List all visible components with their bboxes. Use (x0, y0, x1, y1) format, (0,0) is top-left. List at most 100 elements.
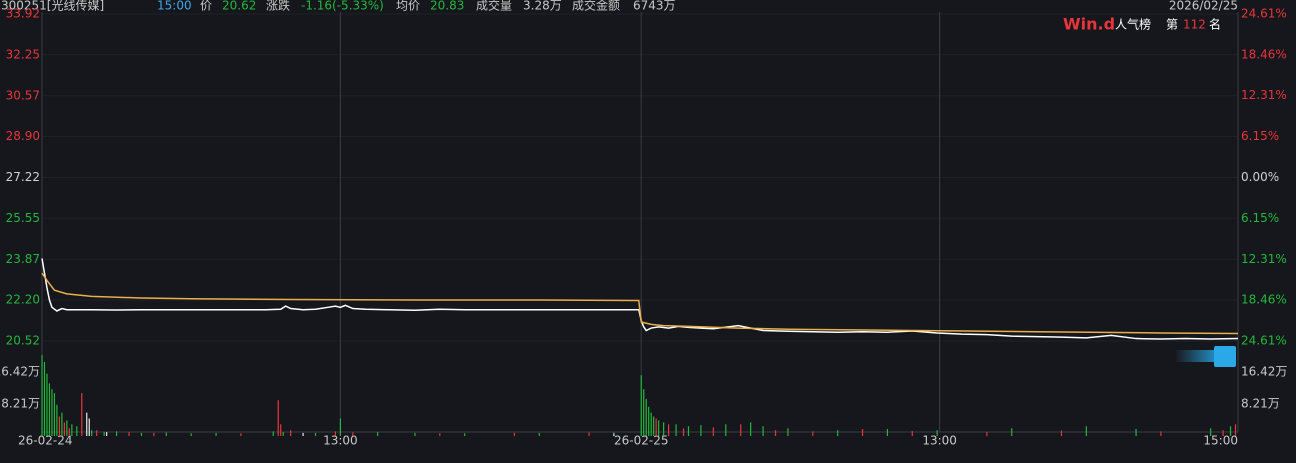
x-tick-label: 13:00 (922, 434, 957, 448)
volume-bar (282, 432, 284, 436)
volume-bar (140, 432, 143, 436)
volume-tick-label: 16.42万 (0, 365, 40, 379)
volume-bar (682, 428, 685, 436)
volume-bar (774, 430, 777, 436)
volume-bar (645, 398, 647, 436)
volume-bar (76, 426, 78, 436)
amount: 6743万 (633, 0, 676, 13)
volume-bar (787, 428, 789, 436)
date: 2026/02/25 (1169, 0, 1238, 13)
volume-bar (725, 424, 727, 436)
volume-bar (712, 427, 714, 436)
y2-tick-label: 24.61% (1241, 7, 1287, 21)
volume-bar (1011, 428, 1013, 436)
volume-bar (153, 432, 155, 436)
volume-bar (53, 393, 56, 436)
volume-bar (66, 420, 68, 436)
ranking: Win.d 人气榜 第 112 名 (1063, 15, 1221, 34)
y2-tick-label: 12.31% (1241, 88, 1287, 102)
widget-trail (1175, 350, 1215, 362)
header: 300251[光线传媒] 15:00 价 20.62 涨跌 -1.16(-5.3… (1, 0, 1238, 13)
volume-bar (1135, 428, 1137, 436)
y-tick-label: 25.55 (6, 211, 40, 225)
volume-bar (58, 416, 61, 436)
y-tick-label: 32.25 (6, 47, 40, 61)
volume-bar (41, 354, 43, 436)
volume-bar (46, 373, 48, 436)
y-tick-label: 33.92 (6, 7, 40, 21)
volume-bar (377, 432, 379, 436)
volume-bar (700, 425, 702, 436)
volume-bar (538, 432, 540, 436)
volume-tick-label: 8.21万 (1, 397, 40, 411)
volume-bar (911, 430, 913, 436)
volume-bar (277, 400, 279, 436)
widget-button[interactable] (1214, 346, 1236, 367)
volume-bar (272, 431, 274, 436)
volume-bar (740, 424, 742, 436)
volume-bar (290, 430, 292, 436)
volume-bar (115, 431, 118, 436)
volume-bar (936, 430, 938, 436)
stock-code: 300251[光线传媒] (1, 0, 104, 13)
volume-bar (190, 433, 192, 436)
logo: Win.d (1063, 15, 1115, 34)
change: -1.16(-5.33%) (301, 0, 384, 13)
volume-bar (48, 383, 51, 436)
volume-bar (655, 418, 657, 436)
change-label: 涨跌 (266, 0, 290, 13)
volume-bar (71, 424, 73, 436)
rank: 112 (1183, 18, 1206, 32)
volume-bar (106, 432, 108, 436)
price-label: 价 (200, 0, 212, 13)
volume-bar (314, 432, 317, 436)
avg-label: 均价 (396, 0, 420, 13)
volume-bar (667, 424, 670, 436)
y2-tick-label: 12.31% (1241, 252, 1287, 266)
volume-bar (687, 426, 690, 436)
y-tick-label: 22.20 (6, 293, 40, 307)
y2-tick-label: 24.61% (1241, 334, 1287, 348)
y2-tick-label: 6.15% (1241, 211, 1279, 225)
x-tick-label: 26-02-24 (18, 434, 72, 448)
x-tick-label: 15:00 (1203, 434, 1238, 448)
volume-bar (1210, 428, 1212, 436)
volume-bar (837, 430, 839, 436)
y2-tick-label: 18.46% (1241, 47, 1287, 61)
volume-bar (91, 430, 93, 436)
volume-bar (812, 431, 814, 436)
volume-bar (613, 433, 615, 436)
y-tick-label: 27.22 (6, 170, 40, 184)
y-tick-label: 20.52 (6, 334, 40, 348)
volume-bar (88, 418, 90, 436)
volume-bar (640, 375, 642, 436)
x-tick-label: 26-02-25 (614, 434, 668, 448)
rank-prefix: 第 (1166, 18, 1178, 32)
amount-label: 成交金额 (572, 0, 620, 13)
y2-tick-label: 0.00% (1241, 170, 1279, 184)
volume-bar (414, 432, 416, 436)
volume-bar (63, 422, 65, 436)
volume-bar (96, 430, 98, 436)
volume-bar (215, 432, 217, 436)
volume-bar (986, 432, 988, 436)
volume-bar (103, 432, 105, 436)
volume-bar (334, 431, 337, 436)
time: 15:00 (157, 0, 192, 13)
volume-bar (886, 428, 889, 436)
price: 20.62 (222, 0, 256, 13)
volume-bar (513, 432, 516, 436)
volume-bar (663, 422, 665, 436)
price-line (41, 272, 1239, 335)
volume-bar (464, 433, 466, 436)
volume-bar (1160, 431, 1162, 436)
y2-tick-label: 18.46% (1241, 293, 1287, 307)
volume-bar (1222, 430, 1224, 436)
volume-bar (128, 432, 130, 436)
volume-bar (658, 420, 660, 436)
volume-bar (56, 404, 58, 436)
volume-bar (1085, 426, 1087, 436)
volume-bar (302, 432, 304, 436)
